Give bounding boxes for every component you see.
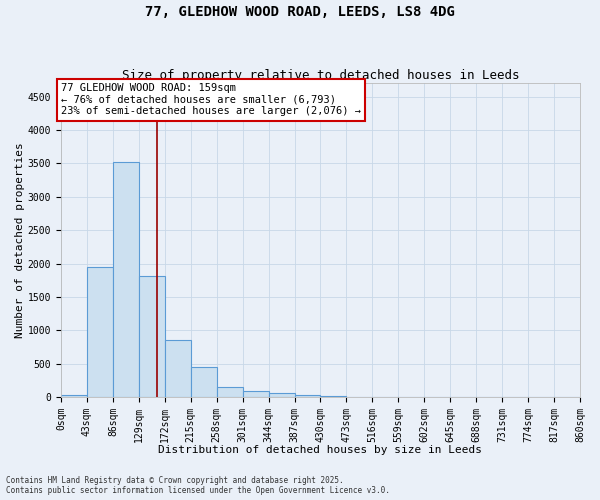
Bar [165, 340, 191, 397]
Text: 77, GLEDHOW WOOD ROAD, LEEDS, LS8 4DG: 77, GLEDHOW WOOD ROAD, LEEDS, LS8 4DG [145, 5, 455, 19]
Bar [61, 395, 87, 397]
Bar [139, 276, 165, 397]
Y-axis label: Number of detached properties: Number of detached properties [15, 142, 25, 338]
Title: Size of property relative to detached houses in Leeds: Size of property relative to detached ho… [122, 69, 519, 82]
Bar [87, 267, 113, 397]
Bar [269, 393, 295, 397]
Bar [191, 367, 217, 397]
Bar [242, 391, 269, 397]
Bar [320, 396, 346, 397]
Text: 77 GLEDHOW WOOD ROAD: 159sqm
← 76% of detached houses are smaller (6,793)
23% of: 77 GLEDHOW WOOD ROAD: 159sqm ← 76% of de… [61, 83, 361, 116]
X-axis label: Distribution of detached houses by size in Leeds: Distribution of detached houses by size … [158, 445, 482, 455]
Bar [295, 394, 320, 397]
Text: Contains HM Land Registry data © Crown copyright and database right 2025.
Contai: Contains HM Land Registry data © Crown c… [6, 476, 390, 495]
Bar [217, 386, 242, 397]
Bar [113, 162, 139, 397]
